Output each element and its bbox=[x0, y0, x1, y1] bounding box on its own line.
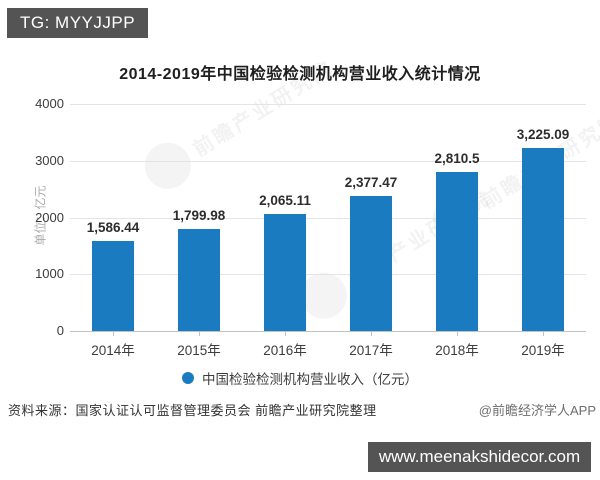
bar-value-label: 2,810.5 bbox=[434, 150, 480, 166]
x-axis-tick bbox=[113, 332, 114, 336]
gridline-2000 bbox=[70, 217, 586, 219]
x-tick-label: 2015年 bbox=[177, 343, 221, 358]
y-tick-label: 1000 bbox=[35, 266, 64, 282]
bar-2015年 bbox=[178, 228, 220, 331]
x-tick-label: 2018年 bbox=[435, 343, 479, 358]
telegram-watermark-badge: TG: MYYJJPP bbox=[7, 8, 149, 38]
gridline-1000 bbox=[70, 274, 586, 276]
x-tick-label: 2014年 bbox=[91, 343, 135, 358]
y-tick-label: 0 bbox=[56, 323, 64, 338]
y-tick-label: 3000 bbox=[35, 152, 64, 168]
bar-value-label: 3,225.09 bbox=[516, 126, 570, 142]
gridline-4000 bbox=[70, 104, 586, 105]
bar-2016年 bbox=[264, 213, 306, 331]
bar-2017年 bbox=[350, 196, 392, 331]
x-axis-tick bbox=[199, 332, 200, 336]
legend-label: 中国检验检测机构营业收入（亿元） bbox=[202, 372, 418, 387]
bar-2019年 bbox=[522, 147, 564, 331]
bar-value-label: 1,586.44 bbox=[86, 219, 140, 235]
bar-value-label: 2,065.11 bbox=[259, 192, 311, 208]
y-tick-label: 2000 bbox=[35, 209, 64, 225]
bar-value-label: 1,799.98 bbox=[172, 207, 226, 223]
data-source-text: 资料来源：国家认证认可监督管理委员会 前瞻产业研究院整理 bbox=[8, 403, 377, 418]
app-credit-text: @前瞻经济学人APP bbox=[478, 403, 596, 418]
x-tick-label: 2016年 bbox=[263, 343, 307, 358]
x-tick-label: 2019年 bbox=[521, 343, 565, 358]
qianzhan-logo-icon bbox=[136, 134, 200, 198]
x-axis-tick bbox=[543, 332, 544, 336]
legend-marker-icon bbox=[182, 372, 194, 384]
chart-legend: 中国检验检测机构营业收入（亿元） bbox=[0, 368, 600, 388]
x-axis-tick bbox=[285, 332, 286, 336]
y-tick-label: 4000 bbox=[35, 96, 64, 111]
bar-2014年 bbox=[92, 240, 134, 331]
bar-2018年 bbox=[436, 171, 478, 331]
bar-value-label: 2,377.47 bbox=[344, 175, 398, 191]
x-tick-label: 2017年 bbox=[349, 343, 393, 358]
x-axis-tick bbox=[457, 332, 458, 336]
gridline-3000 bbox=[70, 160, 586, 162]
chart-title: 2014-2019年中国检验检测机构营业收入统计情况 bbox=[119, 66, 481, 83]
footer-row: 资料来源：国家认证认可监督管理委员会 前瞻产业研究院整理 @前瞻经济学人APP bbox=[8, 400, 596, 419]
x-axis-line bbox=[70, 331, 586, 332]
x-axis-tick bbox=[371, 332, 372, 336]
website-url-bar: www.meenakshidecor.com bbox=[368, 442, 591, 472]
